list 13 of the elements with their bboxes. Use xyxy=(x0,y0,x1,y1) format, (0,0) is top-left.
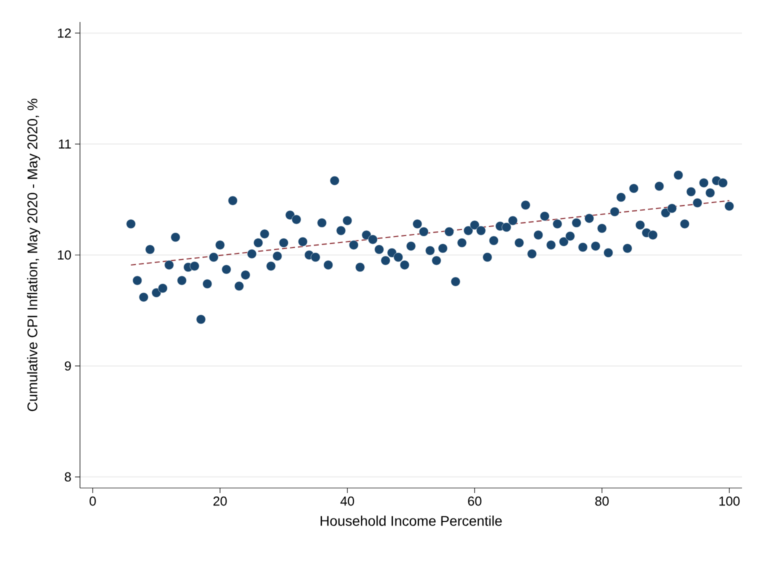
x-tick-label: 100 xyxy=(719,496,740,506)
x-axis-title: Household Income Percentile xyxy=(320,516,502,526)
y-tick-label: 10 xyxy=(58,250,71,260)
y-tick-label: 8 xyxy=(64,472,71,482)
y-tick-label: 9 xyxy=(64,361,71,371)
y-axis-title: Cumulative CPI Inflation, May 2020 - May 2020, % xyxy=(27,98,40,412)
x-tick-label: 40 xyxy=(340,496,354,506)
x-tick-label: 20 xyxy=(213,496,227,506)
y-tick-label: 12 xyxy=(58,28,71,38)
x-tick-label: 80 xyxy=(595,496,609,506)
x-tick-label: 0 xyxy=(90,496,96,506)
x-tick-label: 60 xyxy=(468,496,482,506)
y-tick-label: 11 xyxy=(58,140,71,149)
